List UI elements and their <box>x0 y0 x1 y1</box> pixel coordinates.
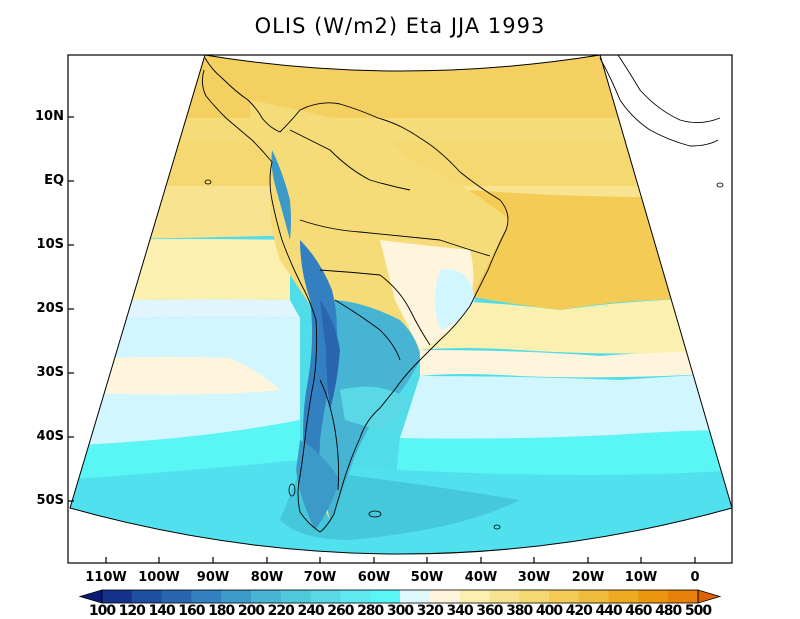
colorbar-swatch <box>131 590 163 603</box>
colorbar-swatch <box>400 590 431 603</box>
islands <box>204 179 724 530</box>
colorbar-tick-label: 300 <box>386 603 414 619</box>
colorbar-tick-label: 340 <box>446 603 473 619</box>
colorbar-swatch <box>608 590 639 603</box>
colorbar-tick-label: 320 <box>416 603 444 619</box>
domain-outline <box>69 54 733 555</box>
lon-label-70w: 70W <box>303 570 337 585</box>
colorbar-swatch <box>102 590 133 603</box>
lat-label-20s: 20S <box>36 301 64 316</box>
colorbar-swatch <box>549 590 580 603</box>
lat-label-10n: 10N <box>35 109 64 124</box>
colorbar-tick-label: 160 <box>178 603 205 619</box>
colorbar-tick-label: 220 <box>267 603 295 619</box>
colorbar <box>78 589 722 604</box>
lon-label-50w: 50W <box>410 570 444 585</box>
colorbar-swatch <box>668 590 699 603</box>
colorbar-arrow-high <box>697 589 722 604</box>
colorbar-swatch <box>340 590 371 603</box>
colorbar-tick-label: 460 <box>625 603 652 619</box>
colorbar-tick-label: 440 <box>595 603 622 619</box>
lon-label-100w: 100W <box>138 570 180 585</box>
lon-label-20w: 20W <box>571 570 605 585</box>
lon-label-30w: 30W <box>517 570 551 585</box>
lon-label-110w: 110W <box>85 570 127 585</box>
colorbar-swatch <box>489 590 520 603</box>
colorbar-swatch <box>370 590 401 603</box>
colorbar-tick-label: 360 <box>476 603 503 619</box>
colorbar-tick-label: 240 <box>297 603 324 619</box>
colorbar-frame <box>101 589 699 604</box>
colorbar-tick-label: 120 <box>118 603 146 619</box>
lon-label-60w: 60W <box>357 570 391 585</box>
colorbar-tick-label: 400 <box>535 603 563 619</box>
colorbar-tick-label: 500 <box>684 603 712 619</box>
lat-label-50s: 50S <box>36 493 64 508</box>
colorbar-tick-label: 420 <box>565 603 593 619</box>
colorbar-swatch <box>161 590 192 603</box>
colorbar-swatch <box>459 590 490 603</box>
lat-label-30s: 30S <box>36 365 64 380</box>
colorbar-swatch <box>221 590 252 603</box>
axis-ticks <box>68 116 696 563</box>
coastlines <box>201 54 721 533</box>
colorbar-tick-label: 380 <box>506 603 533 619</box>
colorbar-swatch <box>191 590 222 603</box>
colorbar-swatch <box>251 590 282 603</box>
map-title: OLIS (W/m2) Eta JJA 1993 <box>254 14 546 38</box>
lon-label-80w: 80W <box>250 570 284 585</box>
lon-label-10w: 10W <box>624 570 658 585</box>
colorbar-tick-label: 140 <box>148 603 175 619</box>
colorbar-tick-label: 100 <box>88 603 116 619</box>
colorbar-swatch <box>519 590 550 603</box>
colorbar-tick-label: 260 <box>327 603 354 619</box>
lon-label-40w: 40W <box>464 570 498 585</box>
lat-label-eq: EQ <box>44 173 64 188</box>
lat-label-40s: 40S <box>36 429 64 444</box>
colorbar-tick-label: 200 <box>237 603 265 619</box>
colorbar-swatch <box>638 590 669 603</box>
lon-label-0: 0 <box>690 570 700 585</box>
lon-label-90w: 90W <box>196 570 230 585</box>
lat-label-10s: 10S <box>36 237 64 252</box>
colorbar-tick-label: 280 <box>357 603 384 619</box>
colorbar-tick-label: 480 <box>655 603 682 619</box>
colorbar-swatch <box>578 590 610 603</box>
colorbar-swatch <box>310 590 341 603</box>
colorbar-swatch <box>429 590 461 603</box>
colorbar-arrow-low <box>78 589 103 604</box>
colorbar-tick-label: 180 <box>208 603 235 619</box>
colorbar-swatch <box>280 590 312 603</box>
